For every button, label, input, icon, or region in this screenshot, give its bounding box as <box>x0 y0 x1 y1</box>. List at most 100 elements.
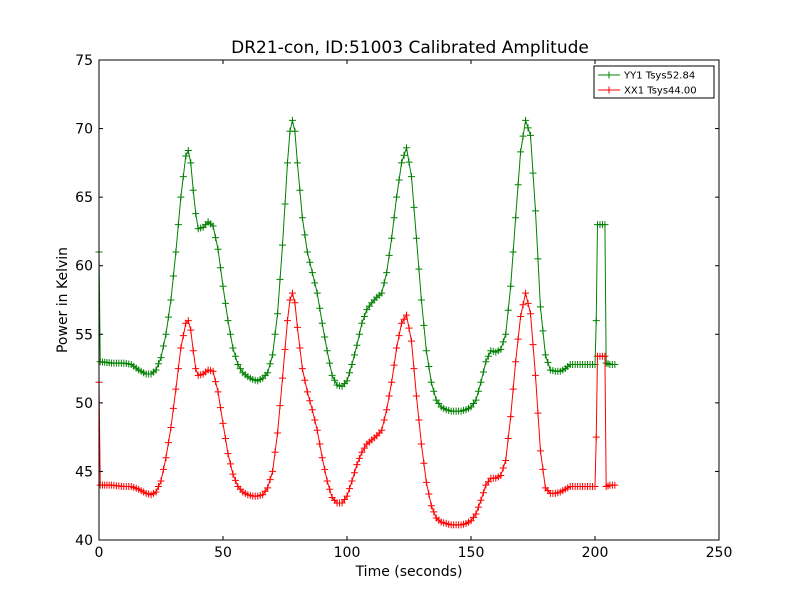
data-point <box>611 360 619 368</box>
data-point <box>266 360 274 368</box>
chart-title: DR21-con, ID:51003 Calibrated Amplitude <box>231 38 589 58</box>
data-point <box>162 330 170 338</box>
data-point <box>209 222 217 230</box>
data-point <box>536 447 544 455</box>
data-point <box>177 344 185 352</box>
data-point <box>226 460 234 468</box>
legend-marker <box>605 86 613 94</box>
data-point <box>281 200 289 208</box>
data-point <box>318 454 326 462</box>
data-point <box>276 275 284 283</box>
data-point <box>350 351 358 359</box>
data-point <box>184 317 192 325</box>
data-point <box>601 352 609 360</box>
data-point <box>318 319 326 327</box>
data-point <box>221 299 229 307</box>
data-point <box>507 282 515 290</box>
data-point <box>539 327 547 335</box>
data-point <box>229 470 237 478</box>
data-point <box>507 413 515 421</box>
y-tick-label: 60 <box>75 259 93 275</box>
data-point <box>283 159 291 167</box>
data-point <box>288 116 296 124</box>
y-tick-label: 40 <box>75 533 93 549</box>
data-point <box>345 369 353 377</box>
data-point <box>286 296 294 304</box>
data-point <box>157 354 165 362</box>
data-point <box>592 433 600 441</box>
data-point <box>412 392 420 400</box>
data-point <box>484 352 492 360</box>
data-point <box>167 296 175 304</box>
series-2 <box>95 289 619 529</box>
data-point <box>303 388 311 396</box>
data-point <box>420 321 428 329</box>
data-point <box>326 359 334 367</box>
data-point <box>536 303 544 311</box>
data-point <box>514 335 522 343</box>
data-point <box>271 330 279 338</box>
data-point <box>157 477 165 485</box>
data-point <box>353 341 361 349</box>
data-point <box>531 371 539 379</box>
data-point <box>328 371 336 379</box>
y-tick-label: 75 <box>75 53 93 69</box>
data-point <box>522 289 530 297</box>
data-point <box>400 151 408 159</box>
data-point <box>182 152 190 160</box>
data-point <box>269 351 277 359</box>
data-point <box>350 469 358 477</box>
data-point <box>274 429 282 437</box>
data-point <box>427 378 435 386</box>
data-point <box>174 221 182 229</box>
data-point <box>534 409 542 417</box>
data-point <box>189 347 197 355</box>
data-point <box>288 289 296 297</box>
data-point <box>313 426 321 434</box>
data-point <box>417 440 425 448</box>
data-point <box>360 312 368 320</box>
data-point <box>155 360 163 368</box>
series-markers <box>95 116 619 415</box>
data-point <box>152 366 160 374</box>
data-point <box>611 481 619 489</box>
data-point <box>179 332 187 340</box>
data-point <box>529 341 537 349</box>
data-point <box>296 344 304 352</box>
data-point <box>279 374 287 382</box>
data-point <box>236 365 244 373</box>
data-point <box>527 131 535 139</box>
legend: YY1 Tsys52.84 XX1 Tsys44.00 <box>593 65 715 99</box>
data-point <box>353 461 361 469</box>
data-point <box>266 476 274 484</box>
y-tick-label: 55 <box>75 327 93 343</box>
data-point <box>281 345 289 353</box>
data-point <box>390 361 398 369</box>
data-point <box>306 397 314 405</box>
data-point <box>479 489 487 497</box>
data-point <box>417 296 425 304</box>
data-point <box>591 483 599 491</box>
data-point <box>221 435 229 443</box>
data-point <box>360 444 368 452</box>
data-point <box>472 510 480 518</box>
data-point <box>519 301 527 309</box>
data-point <box>519 132 527 140</box>
data-point <box>229 344 237 352</box>
data-point <box>348 477 356 485</box>
data-point <box>477 378 485 386</box>
data-point <box>323 477 331 485</box>
data-point <box>298 214 306 222</box>
x-tick-label: 0 <box>95 545 104 561</box>
x-tick-label: 150 <box>458 545 485 561</box>
data-point <box>283 317 291 325</box>
data-point <box>313 289 321 297</box>
plot-area <box>95 116 619 529</box>
data-point <box>291 127 299 135</box>
data-point <box>601 221 609 229</box>
data-point <box>224 317 232 325</box>
data-point <box>321 333 329 341</box>
data-point <box>524 124 532 132</box>
data-point <box>189 186 197 194</box>
